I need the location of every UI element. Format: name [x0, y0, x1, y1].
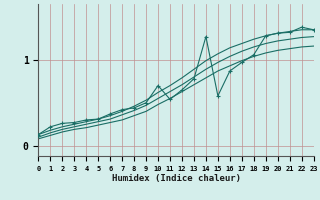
X-axis label: Humidex (Indice chaleur): Humidex (Indice chaleur)	[111, 174, 241, 184]
